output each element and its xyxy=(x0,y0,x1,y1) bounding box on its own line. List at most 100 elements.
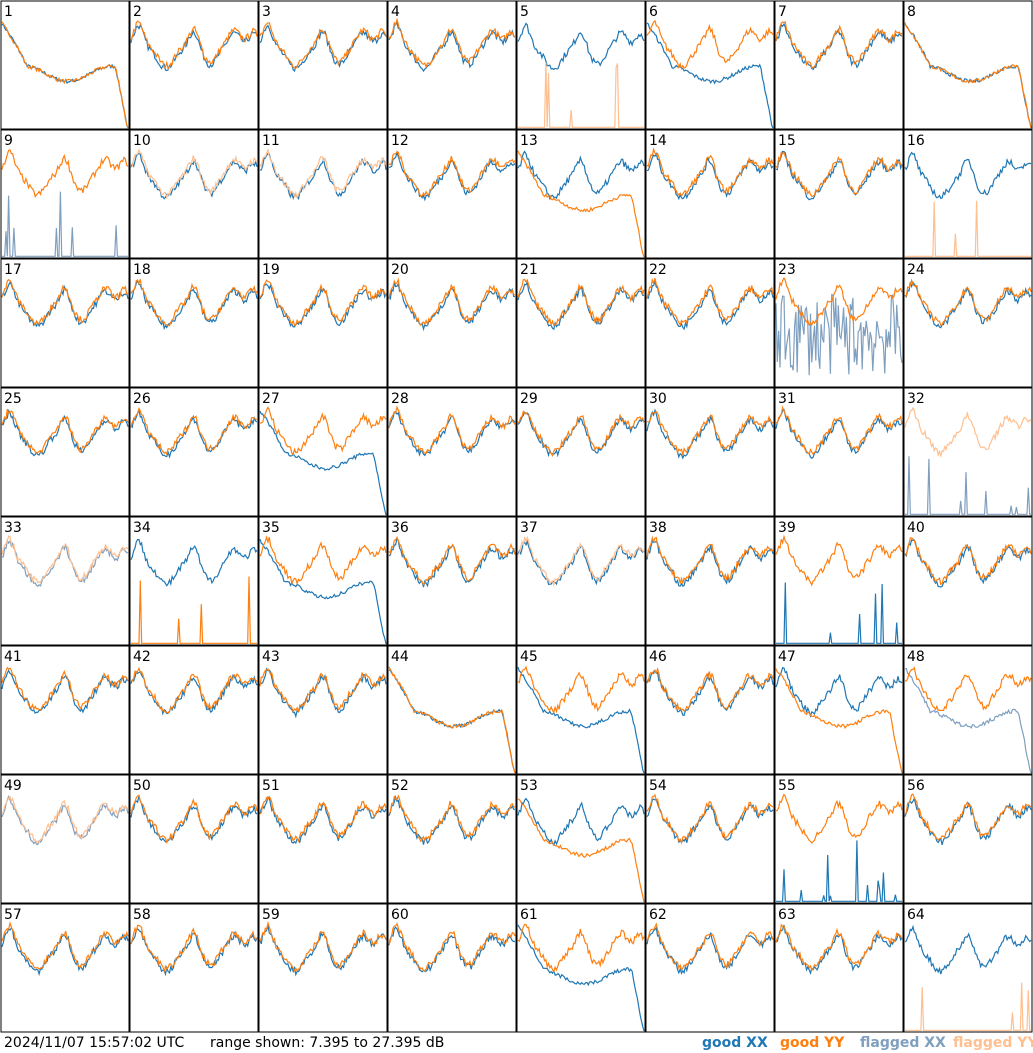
panel-number-label: 57 xyxy=(4,907,22,923)
series-line-xx xyxy=(259,153,387,201)
panel-frame xyxy=(516,774,646,904)
panel-number-label: 20 xyxy=(391,262,409,278)
panel-frame xyxy=(258,129,388,259)
series-line-yy xyxy=(904,793,1032,841)
series-line-yy xyxy=(130,147,258,200)
panel-18: 18 xyxy=(129,258,259,388)
series-line-xx xyxy=(646,22,774,129)
series-line-yy xyxy=(905,982,1031,1031)
series-line-yy xyxy=(388,405,516,454)
series-line-yy xyxy=(388,922,516,972)
panel-number-label: 3 xyxy=(262,4,271,20)
panel-number-label: 51 xyxy=(262,778,280,794)
panel-number-label: 49 xyxy=(4,778,22,794)
panel-31: 31 xyxy=(774,387,904,517)
series-line-yy xyxy=(259,920,387,973)
panel-frame xyxy=(645,258,775,388)
panel-number-label: 60 xyxy=(391,907,409,923)
panel-number-label: 59 xyxy=(262,907,280,923)
series-line-yy xyxy=(646,922,774,972)
panel-16: 16 xyxy=(903,129,1033,259)
panel-number-label: 15 xyxy=(778,133,796,149)
panel-number-label: 64 xyxy=(907,907,925,923)
series-line-yy xyxy=(388,794,516,843)
panel-23: 23 xyxy=(774,258,904,388)
panel-29: 29 xyxy=(516,387,646,517)
panel-25: 25 xyxy=(0,387,130,517)
series-line-yy xyxy=(517,410,645,458)
series-line-xx xyxy=(776,582,902,644)
panel-frame xyxy=(903,387,1033,517)
panel-39: 39 xyxy=(774,516,904,646)
series-line-yy xyxy=(904,278,1032,327)
series-line-yy xyxy=(905,200,1031,257)
series-line-yy xyxy=(1,21,129,129)
series-line-yy xyxy=(1,921,129,970)
panel-frame xyxy=(129,387,259,517)
timestamp-label: 2024/11/07 15:57:02 UTC xyxy=(4,1035,185,1051)
series-line-xx xyxy=(1,538,129,587)
panel-17: 17 xyxy=(0,258,130,388)
series-line-yy xyxy=(904,406,1032,459)
panel-number-label: 61 xyxy=(520,907,538,923)
panel-frame xyxy=(645,774,775,904)
panel-frame xyxy=(387,387,517,517)
series-line-yy xyxy=(259,795,387,843)
series-line-yy xyxy=(388,277,516,327)
panel-number-label: 18 xyxy=(133,262,151,278)
panel-frame xyxy=(516,0,646,130)
panel-frame xyxy=(903,645,1033,775)
series-line-xx xyxy=(130,539,258,587)
panel-44: 44 xyxy=(387,645,517,775)
series-line-yy xyxy=(646,793,774,845)
panel-38: 38 xyxy=(645,516,775,646)
panel-5: 5 xyxy=(516,0,646,130)
series-line-yy xyxy=(259,668,387,713)
panel-1: 1 xyxy=(0,0,130,130)
panel-number-label: 39 xyxy=(778,520,796,536)
panel-number-label: 44 xyxy=(391,649,409,665)
panel-number-label: 4 xyxy=(391,4,400,20)
panel-number-label: 19 xyxy=(262,262,280,278)
series-line-yy xyxy=(904,537,1032,586)
panel-30: 30 xyxy=(645,387,775,517)
panel-frame xyxy=(387,645,517,775)
panel-41: 41 xyxy=(0,645,130,775)
series-line-xx xyxy=(130,795,258,843)
series-line-yy xyxy=(517,665,645,714)
series-line-xx xyxy=(517,667,645,774)
panel-19: 19 xyxy=(258,258,388,388)
panel-36: 36 xyxy=(387,516,517,646)
series-line-xx xyxy=(130,408,258,459)
series-line-yy xyxy=(647,410,774,456)
panel-number-label: 41 xyxy=(4,649,22,665)
series-line-yy xyxy=(775,534,903,587)
series-line-yy xyxy=(775,21,903,69)
series-line-yy xyxy=(259,22,387,69)
series-line-yy xyxy=(131,576,257,644)
panel-number-label: 33 xyxy=(4,520,22,536)
panel-number-label: 29 xyxy=(520,391,538,407)
series-line-xx xyxy=(517,22,645,71)
series-line-yy xyxy=(1,408,129,455)
series-line-yy xyxy=(775,151,903,197)
panel-59: 59 xyxy=(258,903,388,1033)
panel-number-label: 17 xyxy=(4,262,22,278)
panel-frame xyxy=(129,903,259,1033)
panel-8: 8 xyxy=(903,0,1033,130)
panel-frame xyxy=(387,129,517,259)
panel-number-label: 28 xyxy=(391,391,409,407)
series-line-yy xyxy=(1,666,129,711)
series-line-xx xyxy=(259,24,387,73)
panel-number-label: 24 xyxy=(907,262,925,278)
series-line-yy xyxy=(646,19,774,71)
panel-34: 34 xyxy=(129,516,259,646)
legend-flagged-yy: flagged YY xyxy=(953,1035,1033,1051)
series-line-yy xyxy=(1,149,129,198)
panel-4: 4 xyxy=(387,0,517,130)
panel-frame xyxy=(774,129,904,259)
panel-6: 6 xyxy=(645,0,775,130)
series-line-xx xyxy=(2,191,128,257)
series-line-yy xyxy=(388,17,516,69)
